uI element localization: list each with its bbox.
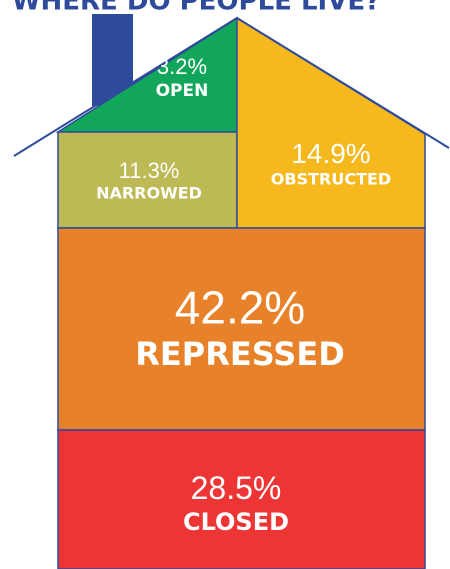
value-label: 14.9% — [291, 138, 370, 169]
category-label: NARROWED — [96, 184, 202, 203]
category-label: REPRESSED — [135, 335, 345, 373]
value-label: 3.2% — [157, 54, 207, 79]
category-label: OPEN — [156, 81, 209, 101]
category-label: OBSTRUCTED — [271, 170, 391, 189]
value-label: 28.5% — [191, 470, 282, 506]
chart: WHERE DO PEOPLE LIVE? 3.2%OPEN 11.3%NARRO… — [0, 0, 450, 569]
category-label: CLOSED — [183, 508, 289, 536]
region — [237, 18, 425, 228]
page: {"chart_data": {"type": "house", "title"… — [0, 0, 450, 569]
value-label: 11.3% — [119, 158, 180, 183]
value-label: 42.2% — [175, 281, 305, 333]
chart-title: WHERE DO PEOPLE LIVE? — [12, 0, 380, 17]
